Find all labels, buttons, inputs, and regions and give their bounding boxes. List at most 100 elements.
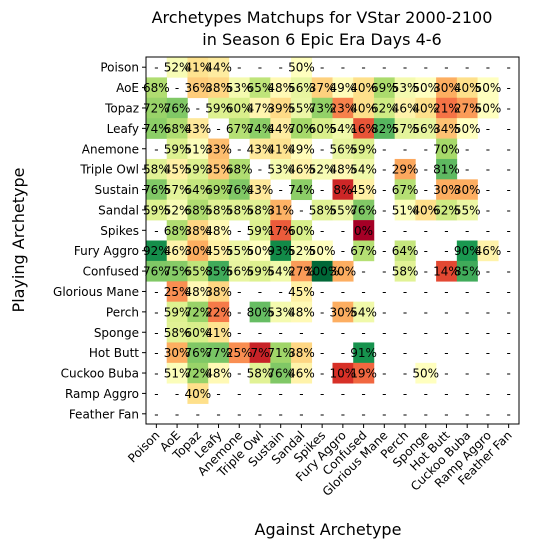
cell-value-label: 58% <box>226 203 253 217</box>
heatmap-cell <box>456 118 478 139</box>
cell-value-label: - <box>486 203 490 217</box>
cell-value-label: - <box>382 163 386 177</box>
heatmap-cell <box>208 77 230 99</box>
heatmap-cell <box>146 118 168 139</box>
cell-value-label: - <box>361 285 365 299</box>
heatmap-cell <box>270 342 292 364</box>
cell-value-label: - <box>506 224 510 238</box>
heatmap-cell <box>436 118 458 139</box>
heatmap-cell <box>228 158 250 180</box>
cell-value-label: 54% <box>350 305 377 319</box>
cell-value-label: 53% <box>226 81 253 95</box>
heatmap-cell <box>436 199 458 221</box>
cell-value-label: 16% <box>350 122 377 136</box>
cell-value-label: 43% <box>247 142 274 156</box>
heatmap-cell <box>311 77 333 99</box>
cell-value-label: 48% <box>184 285 211 299</box>
cell-value-label: 22% <box>205 305 232 319</box>
cell-value-label: - <box>444 387 448 401</box>
heatmap-cell <box>291 281 313 302</box>
cell-value-label: - <box>424 244 428 258</box>
cell-value-label: - <box>196 407 200 421</box>
heatmap-cells <box>146 57 499 404</box>
cell-value-label: 72% <box>184 305 211 319</box>
heatmap-cell <box>187 260 209 282</box>
cell-value-label: 46% <box>392 101 419 115</box>
heatmap-cell <box>228 179 250 201</box>
cell-value-label: - <box>216 387 220 401</box>
cell-value-label: - <box>216 122 220 136</box>
heatmap-cell <box>249 118 271 139</box>
cell-value-label: 60% <box>309 122 336 136</box>
cell-value-label: 45% <box>350 183 377 197</box>
heatmap-cell <box>415 97 437 119</box>
cell-value-label: - <box>506 81 510 95</box>
cell-value-label: 67% <box>392 183 419 197</box>
heatmap-cell <box>415 77 437 99</box>
cell-value-label: 76% <box>164 101 191 115</box>
cell-value-label: - <box>258 163 262 177</box>
heatmap-cell <box>249 342 271 364</box>
heatmap-cell <box>187 179 209 201</box>
cell-value-label: 41% <box>267 142 294 156</box>
cell-value-label: 49% <box>330 81 357 95</box>
cell-value-label: - <box>341 285 345 299</box>
cell-value-label: - <box>424 326 428 340</box>
cell-value-label: 55% <box>226 244 253 258</box>
cell-value-label: 71% <box>267 346 294 360</box>
heatmap-cell <box>436 179 458 201</box>
cell-value-label: 55% <box>330 203 357 217</box>
heatmap-cell <box>249 77 271 99</box>
cell-value-label: 56% <box>412 122 439 136</box>
heatmap-cell <box>436 138 458 160</box>
cell-value-label: - <box>465 61 469 75</box>
heatmap-cell <box>291 77 313 99</box>
heatmap-cell <box>208 199 230 221</box>
heatmap-cell <box>415 199 437 221</box>
y-tick-label: Hot Butt <box>89 346 139 360</box>
chart-title: Archetypes Matchups for VStar 2000-2100 <box>152 8 493 27</box>
cell-value-label: - <box>154 387 158 401</box>
cell-value-label: - <box>382 244 386 258</box>
cell-value-label: 59% <box>184 163 211 177</box>
cell-value-label: - <box>486 122 490 136</box>
cell-value-label: - <box>237 407 241 421</box>
heatmap-cell <box>436 77 458 99</box>
heatmap-cell <box>353 97 375 119</box>
heatmap-cell <box>311 199 333 221</box>
cell-value-label: - <box>320 387 324 401</box>
cell-value-label: 60% <box>288 224 315 238</box>
cell-value-label: - <box>444 407 448 421</box>
cell-value-label: - <box>320 142 324 156</box>
cell-value-label: 72% <box>143 101 170 115</box>
cell-value-label: - <box>403 367 407 381</box>
heatmap-cell <box>394 260 416 282</box>
heatmap-cell <box>166 260 188 282</box>
cell-value-label: - <box>465 407 469 421</box>
cell-value-label: 39% <box>267 101 294 115</box>
cell-value-label: 51% <box>164 367 191 381</box>
cell-value-label: - <box>444 346 448 360</box>
heatmap-cell <box>146 260 168 282</box>
cell-value-label: - <box>403 142 407 156</box>
cell-value-label: 68% <box>184 203 211 217</box>
cell-value-label: - <box>258 407 262 421</box>
heatmap-cell <box>394 199 416 221</box>
heatmap-cell <box>291 342 313 364</box>
heatmap-cell <box>166 240 188 262</box>
cell-value-label: 46% <box>288 367 315 381</box>
cell-value-label: - <box>299 407 303 421</box>
cell-value-label: - <box>175 81 179 95</box>
cell-value-label: 50% <box>475 101 502 115</box>
cell-value-label: 56% <box>226 265 253 279</box>
cell-value-label: - <box>486 367 490 381</box>
heatmap-cell <box>456 240 478 262</box>
cell-value-label: 59% <box>247 265 274 279</box>
heatmap-cell <box>208 97 230 119</box>
cell-value-label: 67% <box>350 244 377 258</box>
heatmap-cell <box>311 240 333 262</box>
heatmap-cell <box>353 220 375 241</box>
cell-value-label: 90% <box>454 244 481 258</box>
cell-value-label: - <box>465 163 469 177</box>
